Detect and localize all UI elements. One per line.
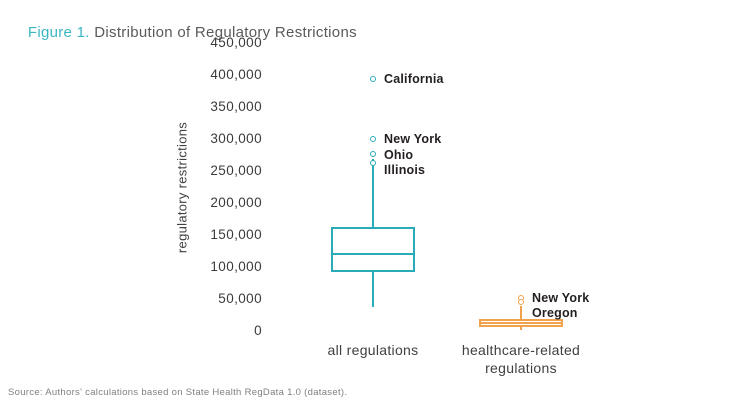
box: [331, 226, 415, 273]
whisker-lower: [372, 272, 374, 307]
outlier-dot: [518, 299, 524, 306]
source-note: Source: Authors' calculations based on S…: [8, 387, 348, 398]
category-label: healthcare-related regulations: [461, 342, 581, 376]
whisker-upper: [372, 159, 374, 227]
outlier-dot: [370, 151, 376, 158]
y-tick-label: 450,000: [210, 35, 262, 50]
outlier-dot: [370, 136, 376, 142]
y-tick-label: 200,000: [210, 195, 262, 210]
y-tick-label: 350,000: [210, 99, 262, 114]
outlier-dot: [370, 159, 376, 166]
y-tick-label: 50,000: [218, 291, 262, 306]
whisker-lower: [520, 327, 522, 331]
figure-title-text: Distribution of Regulatory Restrictions: [89, 24, 357, 41]
outlier-label: Ohio: [384, 147, 414, 162]
median-line: [331, 253, 415, 256]
outlier-label: California: [384, 71, 444, 86]
median-line: [479, 322, 563, 325]
y-tick-label: 100,000: [210, 259, 262, 274]
outlier-dot: [370, 75, 376, 82]
category-label: all regulations: [327, 342, 419, 358]
y-tick-label: 0: [254, 323, 262, 338]
whisker-upper: [520, 306, 522, 319]
outlier-label: Oregon: [532, 306, 578, 321]
y-tick-label: 300,000: [210, 131, 262, 146]
y-tick-label: 400,000: [210, 67, 262, 82]
y-tick-label: 150,000: [210, 227, 262, 242]
outlier-label: Illinois: [384, 163, 426, 177]
outlier-label: New York: [384, 132, 442, 146]
y-tick-label: 250,000: [210, 163, 262, 178]
figure-title-prefix: Figure 1.: [27, 24, 90, 41]
outlier-label: New York: [532, 290, 590, 305]
figure-title: Figure 1. Distribution of Regulatory Res…: [10, 7, 357, 58]
